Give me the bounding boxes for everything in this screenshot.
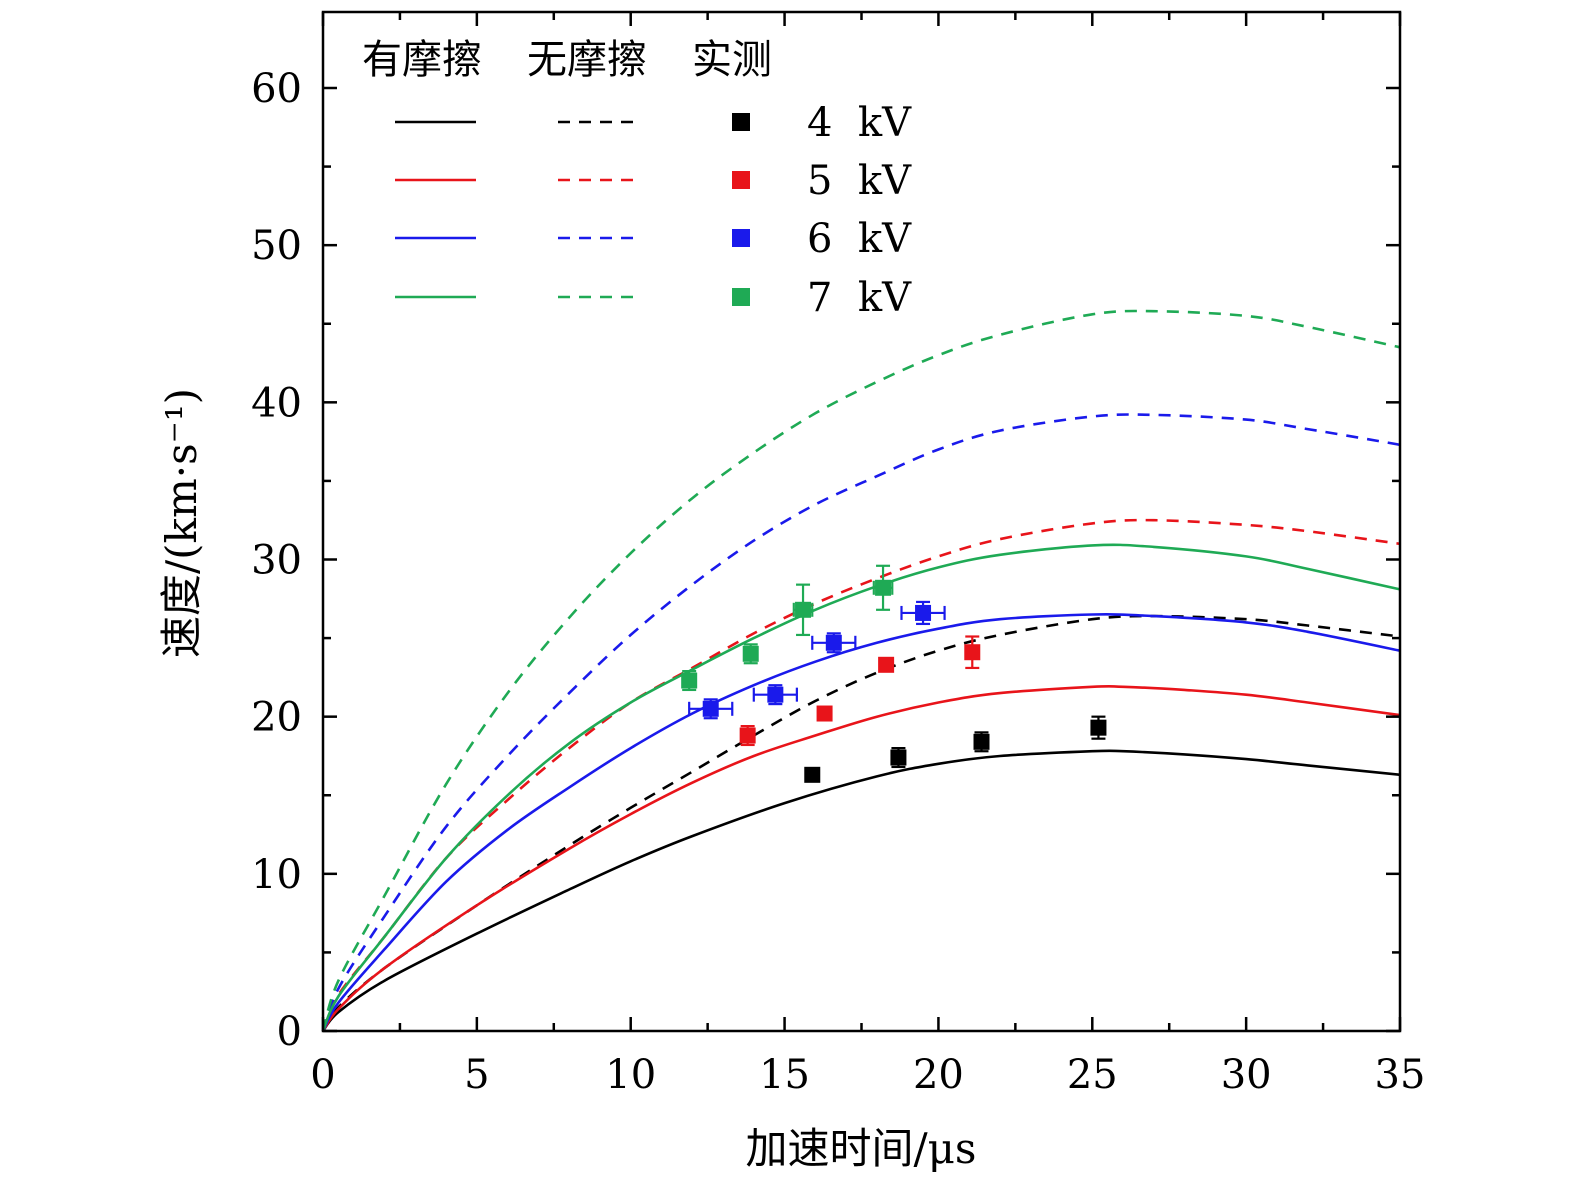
measured-point-4kv bbox=[1090, 715, 1107, 740]
x-tick-label: 5 bbox=[464, 1052, 489, 1098]
legend-label: 5 kV bbox=[807, 158, 912, 204]
x-tick-label: 15 bbox=[759, 1052, 810, 1098]
x-tick-label: 30 bbox=[1221, 1052, 1272, 1098]
measured-point-7kv bbox=[681, 669, 698, 692]
frictionless-curve-7kv bbox=[321, 309, 1401, 1032]
legend-label: 4 kV bbox=[807, 100, 912, 146]
axis-ticks bbox=[321, 12, 1402, 1033]
y-tick-label: 30 bbox=[251, 538, 302, 584]
measured-point-4kv bbox=[973, 731, 990, 753]
point-marker bbox=[804, 766, 821, 783]
legend: 有摩擦 无摩擦 实测 4 kV 5 kV 6 kV 7 kV bbox=[362, 37, 912, 321]
tick-labels: 0 5 10 15 20 25 30 35 0 10 20 30 40 50 60 bbox=[251, 66, 1425, 1098]
legend-row-7kv: 7 kV bbox=[395, 275, 912, 321]
point-marker bbox=[875, 579, 892, 596]
friction-curve-7kv bbox=[321, 543, 1401, 1032]
legend-label: 6 kV bbox=[807, 216, 912, 262]
measured-point-7kv bbox=[872, 564, 894, 611]
friction-curve-4kv bbox=[321, 749, 1401, 1032]
legend-row-5kv: 5 kV bbox=[395, 158, 912, 204]
y-axis-title: 速度/(km·s⁻¹) bbox=[157, 388, 206, 658]
point-marker bbox=[1090, 719, 1107, 736]
measured-point-6kv bbox=[900, 600, 946, 626]
x-tick-label: 25 bbox=[1067, 1052, 1118, 1098]
measured-point-6kv bbox=[811, 632, 857, 654]
legend-header-friction: 有摩擦 bbox=[362, 37, 482, 83]
point-marker bbox=[973, 733, 990, 750]
friction-curve-6kv bbox=[321, 613, 1401, 1032]
y-tick-label: 60 bbox=[251, 66, 302, 112]
x-tick-label: 10 bbox=[605, 1052, 656, 1098]
y-tick-label: 50 bbox=[251, 223, 302, 269]
measured-point-4kv bbox=[890, 746, 907, 769]
frictionless-curve-4kv bbox=[321, 614, 1401, 1032]
y-tick-label: 40 bbox=[251, 380, 302, 426]
measured-point-6kv bbox=[752, 684, 798, 706]
y-tick-label: 10 bbox=[251, 852, 302, 898]
point-marker bbox=[702, 700, 719, 717]
point-marker bbox=[825, 634, 842, 651]
legend-rows: 4 kV 5 kV 6 kV 7 kV bbox=[395, 100, 912, 321]
legend-label: 7 kV bbox=[807, 275, 912, 321]
point-marker bbox=[878, 656, 895, 673]
measured-point-7kv bbox=[742, 643, 759, 665]
measured-point-5kv bbox=[816, 705, 833, 722]
y-tick-label: 20 bbox=[251, 695, 302, 741]
measured-point-5kv bbox=[739, 724, 756, 747]
legend-row-4kv: 4 kV bbox=[395, 100, 912, 146]
legend-row-6kv: 6 kV bbox=[395, 216, 912, 262]
point-marker bbox=[739, 727, 756, 744]
measured-point-4kv bbox=[804, 766, 821, 783]
x-tick-label: 0 bbox=[310, 1052, 335, 1098]
point-marker bbox=[915, 604, 932, 621]
frictionless-curve-6kv bbox=[321, 413, 1401, 1032]
x-tick-label: 20 bbox=[913, 1052, 964, 1098]
point-marker bbox=[767, 686, 784, 703]
point-marker bbox=[681, 672, 698, 689]
x-tick-label: 35 bbox=[1375, 1052, 1426, 1098]
point-marker bbox=[816, 705, 833, 722]
measured-point-5kv bbox=[964, 635, 981, 670]
measured-point-7kv bbox=[792, 583, 814, 637]
frictionless-curve-5kv bbox=[321, 518, 1401, 1032]
x-axis-title: 加速时间/μs bbox=[745, 1124, 976, 1173]
point-marker bbox=[742, 645, 759, 662]
friction-curve-5kv bbox=[321, 684, 1401, 1032]
point-marker bbox=[795, 601, 812, 618]
legend-header-frictionless: 无摩擦 bbox=[527, 37, 647, 83]
legend-marker-swatch bbox=[732, 288, 750, 306]
plot-curves bbox=[321, 309, 1401, 1032]
legend-header-measured: 实测 bbox=[692, 37, 772, 83]
point-marker bbox=[964, 644, 981, 661]
point-marker bbox=[890, 749, 907, 766]
legend-marker-swatch bbox=[732, 113, 750, 131]
legend-marker-swatch bbox=[732, 171, 750, 189]
measured-point-5kv bbox=[878, 656, 895, 673]
y-tick-label: 0 bbox=[277, 1009, 302, 1055]
plot-points bbox=[681, 564, 1107, 783]
legend-marker-swatch bbox=[732, 229, 750, 247]
measured-point-6kv bbox=[688, 698, 734, 720]
